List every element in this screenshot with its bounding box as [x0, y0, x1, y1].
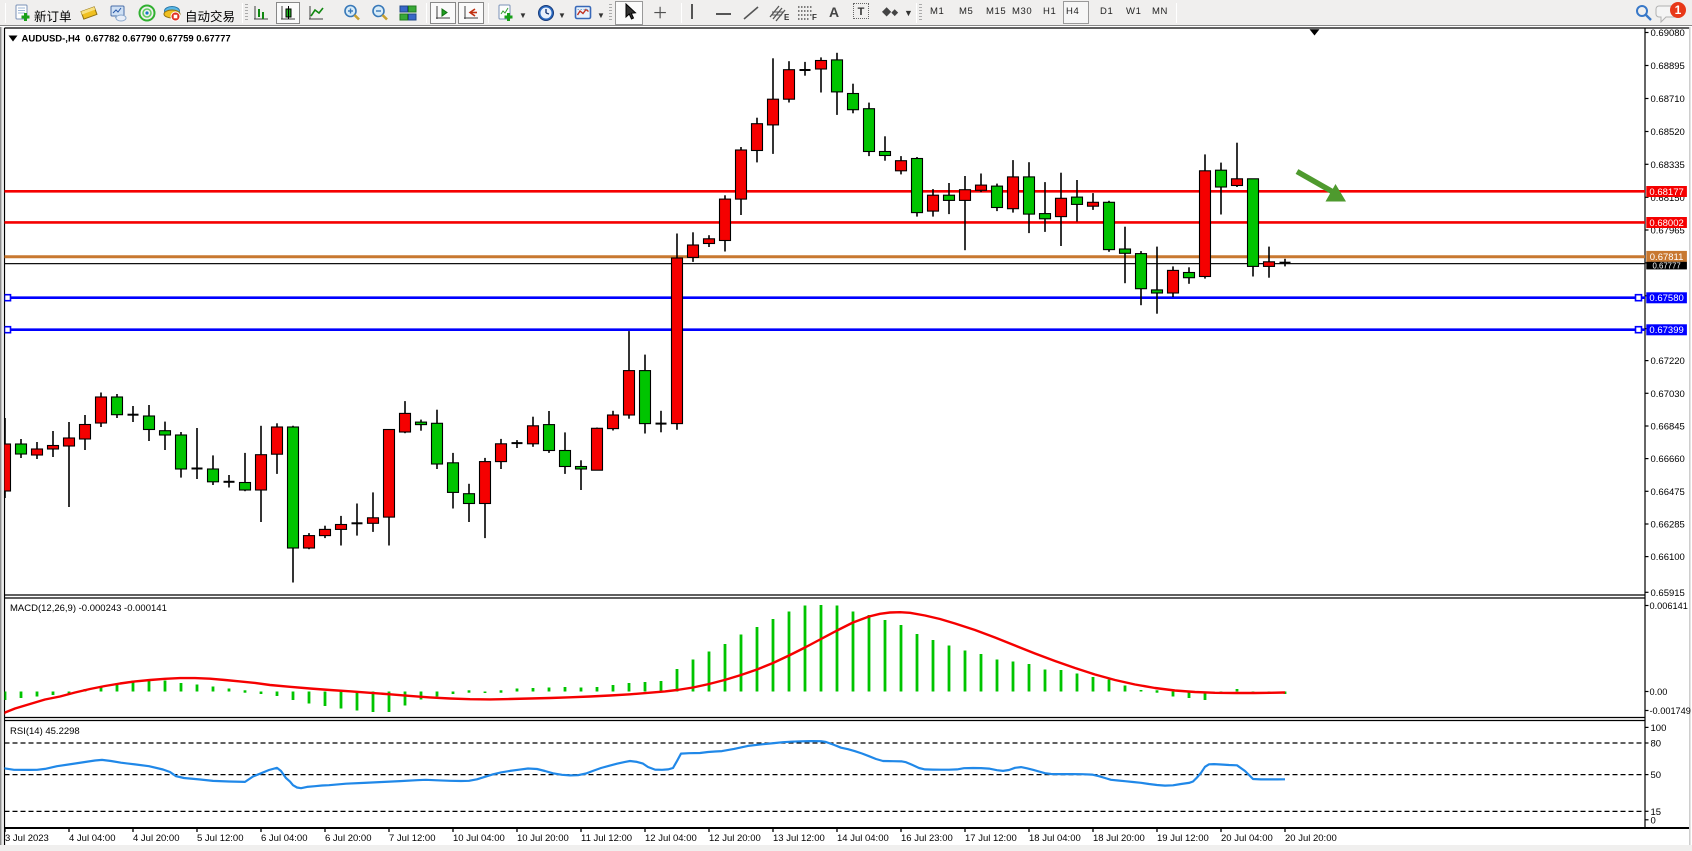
svg-text:1: 1 — [1675, 3, 1682, 17]
svg-text:19 Jul 12:00: 19 Jul 12:00 — [1157, 833, 1209, 844]
svg-text:6 Jul 04:00: 6 Jul 04:00 — [261, 833, 307, 844]
svg-text:17 Jul 12:00: 17 Jul 12:00 — [965, 833, 1017, 844]
svg-text:0.68335: 0.68335 — [1651, 160, 1685, 171]
svg-text:50: 50 — [1651, 770, 1662, 781]
svg-text:0.67811: 0.67811 — [1650, 252, 1684, 263]
svg-text:0: 0 — [1651, 815, 1656, 826]
svg-text:7 Jul 12:00: 7 Jul 12:00 — [389, 833, 435, 844]
svg-text:0.68895: 0.68895 — [1651, 61, 1685, 72]
svg-text:0.66285: 0.66285 — [1651, 520, 1685, 531]
svg-text:0.67030: 0.67030 — [1651, 389, 1685, 400]
svg-text:18 Jul 04:00: 18 Jul 04:00 — [1029, 833, 1081, 844]
svg-text:0.00: 0.00 — [1650, 687, 1668, 697]
svg-text:0.67777: 0.67777 — [1653, 261, 1681, 270]
svg-text:100: 100 — [1651, 723, 1667, 734]
svg-text:12 Jul 20:00: 12 Jul 20:00 — [709, 833, 761, 844]
svg-text:10 Jul 04:00: 10 Jul 04:00 — [453, 833, 505, 844]
svg-text:14 Jul 04:00: 14 Jul 04:00 — [837, 833, 889, 844]
svg-text:0.68710: 0.68710 — [1651, 94, 1685, 105]
svg-text:4 Jul 04:00: 4 Jul 04:00 — [69, 833, 115, 844]
svg-text:6 Jul 20:00: 6 Jul 20:00 — [325, 833, 371, 844]
svg-text:10 Jul 20:00: 10 Jul 20:00 — [517, 833, 569, 844]
svg-text:20 Jul 20:00: 20 Jul 20:00 — [1285, 833, 1337, 844]
svg-text:0.68150: 0.68150 — [1651, 193, 1685, 204]
svg-text:3 Jul 2023: 3 Jul 2023 — [5, 833, 49, 844]
svg-text:0.006141: 0.006141 — [1650, 601, 1688, 611]
svg-text:5 Jul 12:00: 5 Jul 12:00 — [197, 833, 243, 844]
svg-text:20 Jul 04:00: 20 Jul 04:00 — [1221, 833, 1273, 844]
svg-text:4 Jul 20:00: 4 Jul 20:00 — [133, 833, 179, 844]
svg-text:0.68177: 0.68177 — [1649, 187, 1683, 198]
svg-text:15: 15 — [1651, 807, 1662, 818]
svg-text:0.67580: 0.67580 — [1649, 293, 1683, 304]
svg-text:0.67965: 0.67965 — [1651, 226, 1685, 237]
svg-text:0.69080: 0.69080 — [1651, 28, 1685, 39]
svg-text:16 Jul 23:00: 16 Jul 23:00 — [901, 833, 953, 844]
svg-text:0.65915: 0.65915 — [1651, 588, 1685, 599]
svg-text:MACD(12,26,9) -0.000243 -0.000: MACD(12,26,9) -0.000243 -0.000141 — [10, 603, 167, 614]
svg-text:-0.001749: -0.001749 — [1650, 706, 1691, 716]
svg-text:80: 80 — [1651, 739, 1662, 750]
svg-text:0.68520: 0.68520 — [1651, 127, 1685, 138]
svg-text:13 Jul 12:00: 13 Jul 12:00 — [773, 833, 825, 844]
svg-text:0.66660: 0.66660 — [1651, 454, 1685, 465]
svg-text:0.66100: 0.66100 — [1651, 552, 1685, 563]
svg-text:12 Jul 04:00: 12 Jul 04:00 — [645, 833, 697, 844]
svg-text:18 Jul 20:00: 18 Jul 20:00 — [1093, 833, 1145, 844]
svg-text:AUDUSD-,H4 0.67782 0.67790 0.: AUDUSD-,H4 0.67782 0.67790 0.67759 0.677… — [22, 34, 231, 45]
svg-text:0.67399: 0.67399 — [1649, 325, 1683, 336]
svg-text:RSI(14) 45.2298: RSI(14) 45.2298 — [10, 726, 80, 737]
svg-text:11 Jul 12:00: 11 Jul 12:00 — [581, 833, 632, 844]
svg-text:0.68002: 0.68002 — [1649, 218, 1683, 229]
svg-text:0.67220: 0.67220 — [1651, 356, 1685, 367]
svg-text:0.66845: 0.66845 — [1651, 422, 1685, 433]
svg-text:0.66475: 0.66475 — [1651, 487, 1685, 498]
